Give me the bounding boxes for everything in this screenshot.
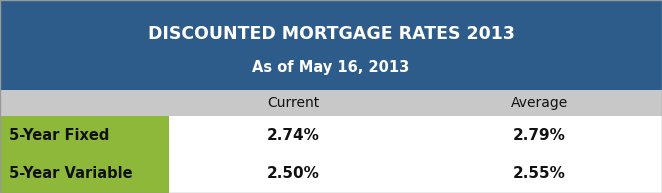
FancyBboxPatch shape: [0, 90, 662, 116]
Text: 2.74%: 2.74%: [267, 128, 319, 143]
Text: DISCOUNTED MORTGAGE RATES 2013: DISCOUNTED MORTGAGE RATES 2013: [148, 25, 514, 43]
FancyBboxPatch shape: [169, 116, 662, 193]
FancyBboxPatch shape: [0, 0, 662, 90]
Text: Average: Average: [511, 96, 568, 110]
Text: 2.55%: 2.55%: [513, 166, 566, 181]
Text: 2.79%: 2.79%: [513, 128, 566, 143]
FancyBboxPatch shape: [0, 116, 169, 193]
Text: As of May 16, 2013: As of May 16, 2013: [252, 60, 410, 75]
Text: 5-Year Fixed: 5-Year Fixed: [9, 128, 109, 143]
Text: Current: Current: [267, 96, 319, 110]
Text: 2.50%: 2.50%: [267, 166, 319, 181]
Text: 5-Year Variable: 5-Year Variable: [9, 166, 132, 181]
